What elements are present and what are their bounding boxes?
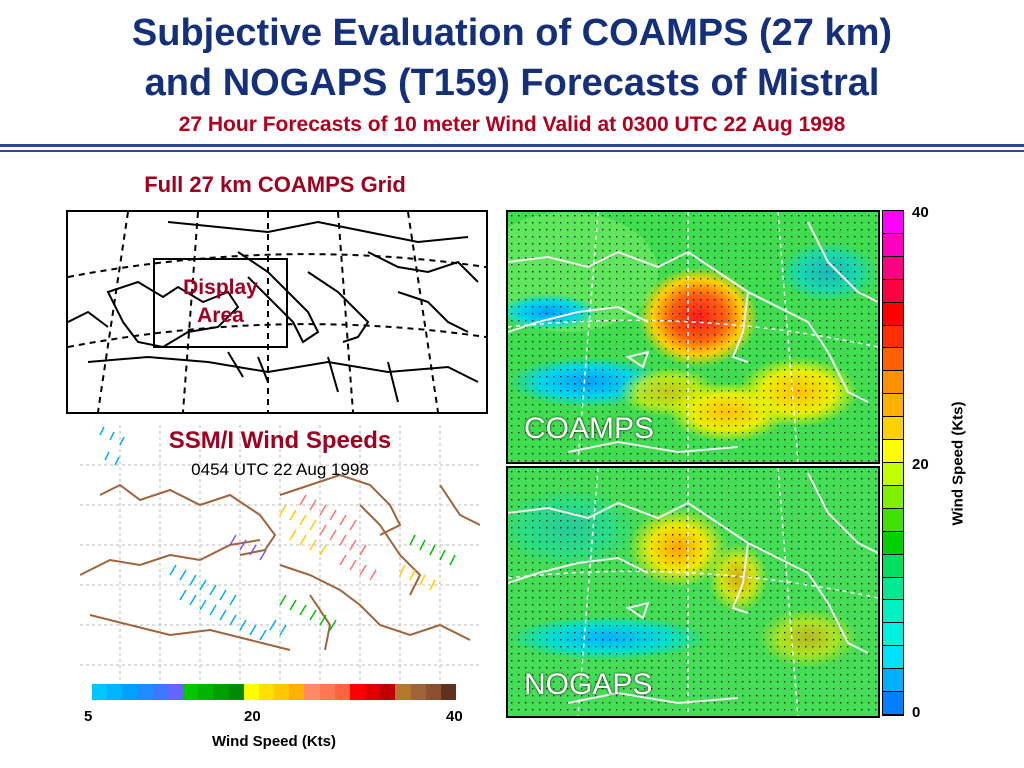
- ssmi-colorbar-swatch: [319, 684, 335, 700]
- coamps-map-svg: [508, 212, 878, 462]
- right-colorbar-swatch: [883, 325, 903, 349]
- right-colorbar-swatch: [883, 233, 903, 257]
- ssmi-panel-title: SSM/I Wind Speeds: [168, 427, 392, 454]
- nogaps-label: NOGAPS: [524, 668, 653, 701]
- right-colorbar-swatch: [883, 371, 903, 395]
- ssmi-colorbar-swatch: [243, 684, 259, 700]
- right-colorbar-swatch: [883, 646, 903, 670]
- ssmi-colorbar-swatch: [365, 684, 381, 700]
- right-colorbar-swatch: [883, 531, 903, 555]
- right-colorbar-swatch: [883, 462, 903, 486]
- ssmi-colorbar-swatch: [137, 684, 153, 700]
- ssmi-colorbar-swatch: [349, 684, 366, 700]
- ssmi-colorbar-swatch: [107, 684, 123, 700]
- coamps-forecast-map: COAMPS: [506, 210, 880, 464]
- ssmi-colorbar-swatch: [380, 684, 396, 700]
- ssmi-panel-time: 0454 UTC 22 Aug 1998: [191, 460, 369, 479]
- ssmi-colorbar-swatch: [425, 684, 441, 700]
- ssmi-colorbar-swatch: [334, 684, 350, 700]
- right-colorbar-swatch: [883, 485, 903, 509]
- right-colorbar-swatch: [883, 302, 903, 326]
- slide-title-line1: Subjective Evaluation of COAMPS (27 km): [131, 12, 893, 54]
- ssmi-colorbar-swatch: [167, 684, 184, 700]
- right-colorbar-swatch: [883, 577, 903, 601]
- right-colorbar-tick-top: 40: [912, 204, 929, 221]
- ssmi-colorbar-tick-mid: 20: [244, 708, 261, 725]
- right-colorbar-swatch: [883, 348, 903, 372]
- ssmi-colorbar-swatch: [289, 684, 305, 700]
- right-colorbar-swatch: [883, 508, 903, 532]
- nogaps-forecast-map: NOGAPS: [506, 466, 880, 718]
- coamps-label: COAMPS: [524, 412, 655, 445]
- ssmi-map-svg: [80, 425, 480, 680]
- title-rule-bottom: [0, 150, 1024, 152]
- display-area-line2: Area: [197, 304, 244, 327]
- ssmi-colorbar-swatch: [183, 684, 199, 700]
- nogaps-map-svg: [508, 468, 878, 716]
- ssmi-colorbar-tick-max: 40: [446, 708, 463, 725]
- right-colorbar-tick-mid: 20: [912, 456, 929, 473]
- right-colorbar-swatch: [883, 256, 903, 280]
- ssmi-colorbar-label: Wind Speed (Kts): [211, 733, 337, 750]
- right-colorbar-label: Wind Speed (Kts): [949, 401, 967, 526]
- right-colorbar-tick-bottom: 0: [912, 704, 921, 721]
- right-colorbar-swatch: [883, 279, 903, 303]
- ssmi-colorbar-swatch: [440, 684, 457, 700]
- ssmi-colorbar-swatch: [395, 684, 411, 700]
- slide-title-line2: and NOGAPS (T159) Forecasts of Mistral: [144, 62, 880, 104]
- ssmi-colorbar-swatch: [198, 684, 214, 700]
- right-colorbar-swatch: [883, 440, 903, 463]
- ssmi-colorbar-swatch: [258, 684, 275, 700]
- ssmi-colorbar-swatch: [122, 684, 138, 700]
- ssmi-colorbar-swatch: [92, 684, 108, 700]
- grid-panel-title: Full 27 km COAMPS Grid: [144, 172, 406, 197]
- grid-map-svg: [68, 212, 486, 412]
- ssmi-colorbar-swatch: [410, 684, 426, 700]
- ssmi-colorbar-swatch: [213, 684, 229, 700]
- ssmi-colorbar-swatch: [304, 684, 320, 700]
- ssmi-colorbar-swatch: [228, 684, 244, 700]
- ssmi-colorbar-swatch: [152, 684, 168, 700]
- display-area-label: Display Area: [154, 274, 287, 330]
- right-colorbar-swatch: [883, 417, 903, 441]
- right-colorbar: [882, 210, 904, 716]
- display-area-line1: Display: [183, 276, 258, 299]
- ssmi-colorbar: [92, 684, 457, 700]
- full-grid-map: Display Area: [66, 210, 488, 414]
- slide-subtitle: 27 Hour Forecasts of 10 meter Wind Valid…: [178, 113, 846, 136]
- right-colorbar-swatch: [883, 600, 903, 624]
- ssmi-colorbar-swatch: [274, 684, 290, 700]
- ssmi-wind-map: SSM/I Wind Speeds 0454 UTC 22 Aug 1998: [80, 425, 480, 680]
- right-colorbar-swatch: [883, 394, 903, 418]
- ssmi-colorbar-tick-min: 5: [84, 708, 93, 725]
- right-colorbar-swatch: [883, 554, 903, 578]
- right-colorbar-swatch: [883, 692, 903, 715]
- right-colorbar-swatch: [883, 211, 903, 234]
- title-rule-top: [0, 144, 1024, 147]
- right-colorbar-swatch: [883, 669, 903, 693]
- right-colorbar-swatch: [883, 623, 903, 647]
